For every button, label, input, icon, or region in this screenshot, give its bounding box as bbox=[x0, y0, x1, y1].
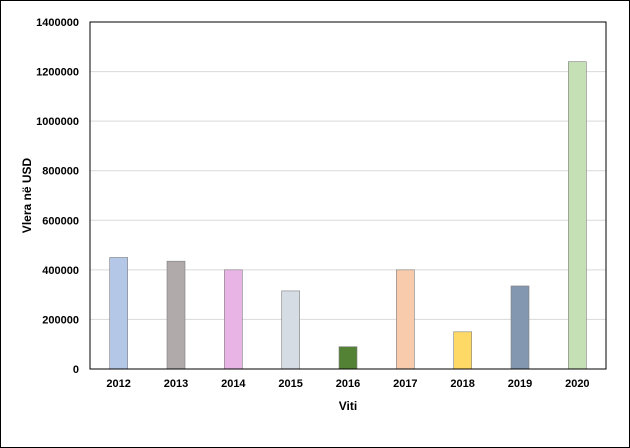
bar-2020 bbox=[568, 61, 587, 370]
x-tick-label: 2018 bbox=[450, 378, 474, 390]
y-tick-label: 600000 bbox=[42, 215, 79, 227]
y-tick-labels: 0 200000 400000 600000 800000 1000000 1200000 1… bbox=[36, 17, 79, 376]
x-tick-label: 2017 bbox=[393, 378, 417, 390]
x-tick-labels: 2012 2013 2014 2015 2016 2017 2018 2019 2020 bbox=[106, 378, 589, 390]
bars bbox=[109, 61, 587, 370]
x-axis-title: Viti bbox=[339, 399, 357, 413]
y-tick-label: 1400000 bbox=[36, 17, 79, 29]
x-tick-label: 2019 bbox=[508, 378, 532, 390]
y-tick-label: 0 bbox=[73, 364, 79, 376]
bar-2013 bbox=[166, 260, 186, 370]
x-tick-label: 2014 bbox=[221, 378, 246, 390]
y-tick-label: 1200000 bbox=[36, 67, 79, 79]
x-tick-label: 2013 bbox=[164, 378, 188, 390]
bar-2016 bbox=[338, 346, 358, 370]
y-tick-label: 800000 bbox=[42, 166, 79, 178]
x-tick-label: 2020 bbox=[565, 378, 589, 390]
plot-area-border bbox=[89, 21, 607, 370]
bar-2019 bbox=[510, 285, 530, 370]
bar-2014 bbox=[224, 269, 243, 370]
x-tick-label: 2015 bbox=[278, 378, 302, 390]
x-tick-label: 2016 bbox=[336, 378, 360, 390]
y-tick-label: 200000 bbox=[42, 314, 79, 326]
bar-2012 bbox=[109, 257, 128, 370]
x-tick-label: 2012 bbox=[106, 378, 130, 390]
bar-2018 bbox=[453, 331, 472, 370]
y-tick-label: 1000000 bbox=[36, 116, 79, 128]
bar-2015 bbox=[281, 290, 300, 370]
y-tick-label: 400000 bbox=[42, 265, 79, 277]
y-axis-title: Vlera në USD bbox=[20, 157, 34, 233]
bar-2017 bbox=[396, 269, 415, 370]
